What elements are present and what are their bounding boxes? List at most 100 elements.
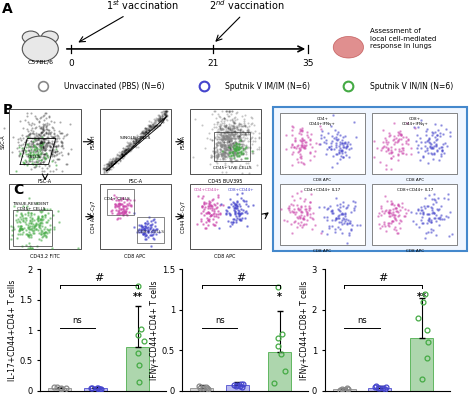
- Point: [431, 215, 438, 222]
- Point: [436, 215, 443, 221]
- Point: [417, 207, 425, 214]
- Point: [291, 137, 299, 144]
- Point: [231, 209, 239, 215]
- Point: [55, 133, 62, 139]
- Point: [385, 209, 392, 215]
- Point: [217, 132, 224, 138]
- Point: [298, 127, 305, 134]
- Point: [310, 153, 318, 160]
- Point: [428, 205, 436, 212]
- Point: [424, 137, 432, 143]
- Point: [426, 192, 433, 198]
- Point: [40, 230, 47, 237]
- Point: [222, 143, 230, 150]
- Bar: [410, 338, 434, 391]
- Text: CD8 APC: CD8 APC: [124, 254, 146, 259]
- Point: [132, 140, 139, 146]
- Point: [39, 127, 47, 133]
- Point: [42, 144, 50, 151]
- Point: [330, 146, 338, 152]
- Point: [53, 135, 61, 142]
- Point: [197, 218, 205, 224]
- Point: [285, 205, 292, 211]
- Point: [106, 160, 114, 167]
- Point: [26, 156, 33, 163]
- Point: [27, 146, 35, 153]
- Point: [135, 138, 142, 145]
- Point: [43, 133, 51, 140]
- Point: [140, 230, 147, 236]
- Point: [228, 117, 236, 123]
- Point: [44, 140, 52, 146]
- Point: [16, 142, 23, 148]
- Point: [112, 197, 120, 204]
- Point: [306, 213, 314, 220]
- Point: [255, 144, 263, 150]
- Point: [244, 128, 251, 134]
- Point: [36, 154, 43, 161]
- Point: [233, 141, 240, 147]
- Point: [432, 143, 439, 149]
- Point: [146, 124, 154, 130]
- Point: [239, 151, 247, 158]
- Point: [397, 130, 404, 137]
- Point: [235, 146, 242, 152]
- Point: [135, 136, 143, 143]
- Point: [220, 151, 228, 158]
- Point: [236, 141, 243, 147]
- Point: [242, 198, 250, 205]
- Point: [336, 208, 344, 214]
- Point: [236, 126, 243, 133]
- Point: [139, 128, 146, 135]
- Point: [214, 153, 222, 159]
- Point: [48, 153, 55, 160]
- Point: [137, 222, 145, 229]
- Circle shape: [22, 31, 39, 43]
- Point: [300, 215, 307, 222]
- Point: [317, 141, 324, 147]
- Point: [240, 145, 247, 151]
- Point: [228, 200, 235, 207]
- Point: [34, 131, 41, 137]
- Point: [7, 222, 15, 229]
- Point: [137, 135, 145, 141]
- Point: [399, 200, 406, 206]
- Point: [28, 225, 36, 231]
- Point: [162, 108, 170, 115]
- Point: [163, 112, 171, 118]
- Point: [108, 209, 115, 216]
- Point: [224, 152, 231, 158]
- Point: [232, 147, 240, 153]
- Point: [127, 148, 134, 154]
- Point: [147, 123, 155, 130]
- Point: [40, 139, 48, 146]
- FancyBboxPatch shape: [372, 184, 457, 245]
- Point: [215, 129, 222, 135]
- Point: [289, 209, 297, 215]
- Point: [148, 127, 156, 133]
- Point: [241, 131, 248, 138]
- Point: [437, 216, 444, 223]
- Point: [232, 150, 239, 156]
- Point: [395, 136, 402, 143]
- Point: [31, 138, 39, 144]
- Point: [426, 140, 434, 147]
- Point: [117, 210, 124, 216]
- Point: [224, 131, 231, 138]
- Point: [306, 150, 313, 156]
- Point: [24, 141, 31, 147]
- Point: [46, 206, 54, 213]
- Point: [44, 217, 52, 224]
- Point: [388, 211, 395, 218]
- Point: [424, 211, 432, 217]
- Point: [387, 198, 394, 205]
- Point: [149, 226, 157, 232]
- Point: [155, 116, 163, 123]
- Point: [148, 124, 155, 130]
- Point: [36, 156, 43, 163]
- Point: [27, 155, 34, 162]
- Point: [118, 209, 126, 215]
- Point: [28, 160, 36, 166]
- Point: [431, 134, 438, 140]
- Point: [335, 129, 342, 135]
